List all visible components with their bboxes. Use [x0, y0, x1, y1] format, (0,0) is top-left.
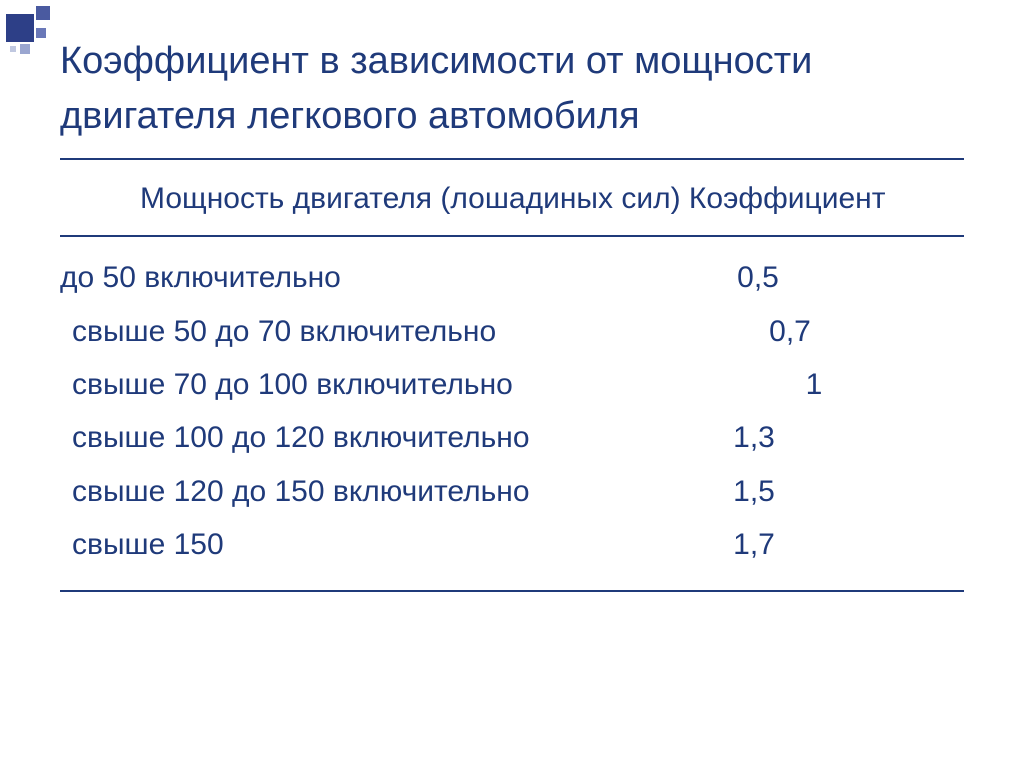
coefficient-value: 1,5 [724, 465, 784, 518]
coefficient-table: до 50 включительно 0,5 свыше 50 до 70 вк… [60, 237, 964, 571]
coefficient-value: 1,7 [724, 518, 784, 571]
range-label: свыше 150 [60, 518, 224, 571]
coefficient-value: 0,7 [760, 305, 820, 358]
range-label: свыше 70 до 100 включительно [60, 358, 513, 411]
deco-square [36, 6, 50, 20]
table-row: свыше 150 1,7 [60, 518, 964, 571]
table-header: Мощность двигателя (лошадиных сил) Коэфф… [60, 160, 964, 235]
divider-bottom [60, 590, 964, 592]
deco-square [6, 14, 34, 42]
range-label: свыше 50 до 70 включительно [60, 305, 496, 358]
slide-body: Коэффициент в зависимости от мощности дв… [0, 0, 1024, 622]
table-row: свыше 100 до 120 включительно 1,3 [60, 411, 964, 464]
range-label: свыше 120 до 150 включительно [60, 465, 530, 518]
range-label: до 50 включительно [60, 251, 341, 304]
range-label: свыше 100 до 120 включительно [60, 411, 530, 464]
slide-title: Коэффициент в зависимости от мощности дв… [60, 34, 964, 144]
deco-square [20, 44, 30, 54]
deco-square [10, 46, 16, 52]
coefficient-value: 1 [784, 358, 844, 411]
coefficient-value: 1,3 [724, 411, 784, 464]
corner-decoration [6, 6, 54, 54]
table-row: до 50 включительно 0,5 [60, 251, 964, 304]
table-row: свыше 50 до 70 включительно 0,7 [60, 305, 964, 358]
table-row: свыше 70 до 100 включительно 1 [60, 358, 964, 411]
coefficient-value: 0,5 [728, 251, 788, 304]
deco-square [36, 28, 46, 38]
table-row: свыше 120 до 150 включительно 1,5 [60, 465, 964, 518]
